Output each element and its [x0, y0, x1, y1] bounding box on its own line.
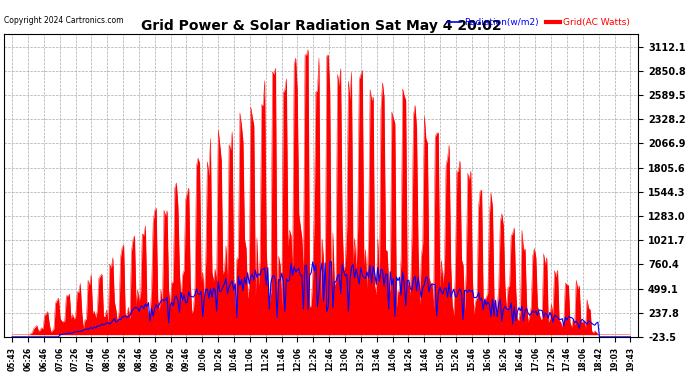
- Title: Grid Power & Solar Radiation Sat May 4 20:02: Grid Power & Solar Radiation Sat May 4 2…: [141, 19, 502, 33]
- Text: Copyright 2024 Cartronics.com: Copyright 2024 Cartronics.com: [4, 16, 124, 25]
- Legend: Radiation(w/m2), Grid(AC Watts): Radiation(w/m2), Grid(AC Watts): [444, 14, 634, 30]
